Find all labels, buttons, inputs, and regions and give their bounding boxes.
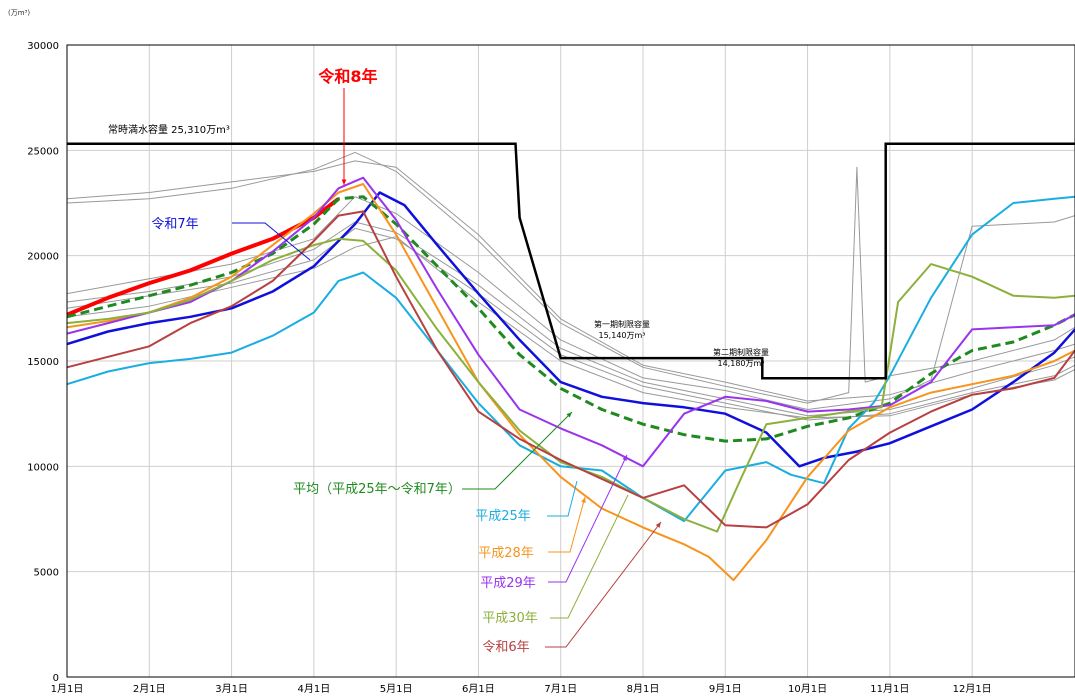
series-label: 令和6年 [482,640,529,655]
full-capacity-label: 常時満水容量 25,310万m³ [108,123,230,136]
y-tick-label: 25000 [27,146,59,157]
label-leader-line [548,454,628,583]
label-leader-line [462,411,573,490]
x-tick-label: 7月1日 [544,683,577,695]
x-tick-label: 11月1日 [870,683,909,695]
limit2-value: 14,180万m³ [718,359,765,368]
limit1-label: 第一期制限容量 [594,319,650,329]
series-line [66,176,1075,468]
series-label: 平成29年 [480,576,536,591]
label-arrow-head [581,497,586,503]
label-leader-line [545,521,662,648]
x-tick-label: 12月1日 [953,683,992,695]
y-tick-label: 30000 [27,41,59,52]
label-arrow-head [655,522,661,528]
capacity-limit-line [67,142,1075,380]
x-tick-label: 10月1日 [788,683,827,695]
label-leader-line [547,480,578,517]
x-tick-label: 4月1日 [297,683,330,695]
series-line [66,191,1075,468]
series-line [66,195,1075,523]
series-line [66,197,340,317]
y-axis-ticks: 0 5000 10000 15000 20000 25000 30000 [27,41,59,684]
series-label: 令和8年 [317,67,377,86]
y-tick-label: 10000 [27,462,59,473]
series-line [66,236,1075,419]
x-tick-label: 3月1日 [215,683,248,695]
limit2-label: 第二期制限容量 [713,347,769,357]
x-tick-label: 2月1日 [133,683,166,695]
grid-lines [66,44,1075,678]
plot-frame [66,44,1075,678]
y-tick-label: 15000 [27,357,59,368]
series-line [66,210,1075,529]
series-line [66,195,1075,443]
label-arrow-head [622,455,627,461]
series-lines [66,151,1075,582]
series-label: 平成30年 [482,611,538,626]
series-label: 平成28年 [478,546,534,561]
series-line [66,183,1075,582]
series-label: 平成25年 [475,509,531,524]
y-tick-label: 20000 [27,252,59,263]
label-arrow-head [341,179,347,185]
x-tick-label: 5月1日 [380,683,413,695]
x-axis-ticks: 1月1日 2月1日 3月1日 4月1日 5月1日 6月1日 7月1日 8月1日 9月1日 10月1… [51,683,992,695]
label-leader-line [548,496,586,553]
x-tick-label: 9月1日 [709,683,742,695]
label-leader-line [232,222,311,261]
label-leader-line [550,494,629,619]
label-arrow-head [566,412,572,418]
y-axis-unit: (万m³) [8,9,30,17]
capacity-reference: 常時満水容量 25,310万m³ 第一期制限容量 15,140万m³ 第二期制限容量 1… [67,123,1075,380]
series-line [66,160,1075,402]
series-line [66,237,1075,533]
x-tick-label: 1月1日 [51,683,84,695]
x-tick-label: 6月1日 [462,683,495,695]
series-label: 令和7年 [151,217,198,232]
limit1-value: 15,140万m³ [599,331,646,340]
y-tick-label: 5000 [34,568,59,579]
y-tick-label: 0 [53,673,59,684]
series-label: 平均（平成25年～令和7年） [293,482,461,497]
x-tick-label: 8月1日 [627,683,660,695]
